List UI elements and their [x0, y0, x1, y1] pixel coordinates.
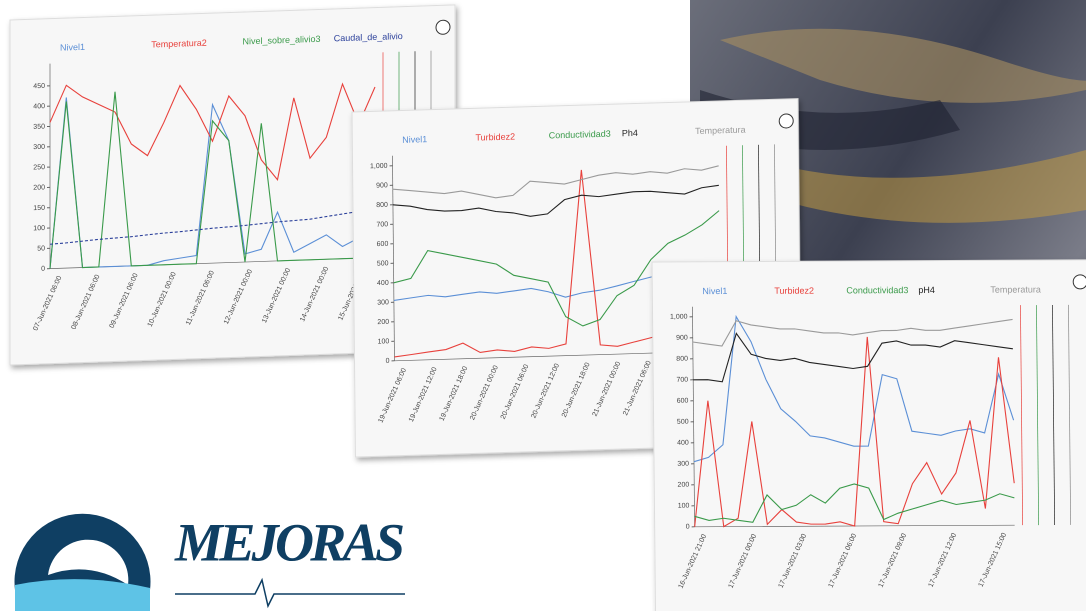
background-shape: [760, 150, 1086, 223]
series-line: [392, 165, 719, 199]
legend-entry: Conductividad3: [846, 285, 908, 295]
panel-background: [651, 259, 1086, 611]
series-line: [49, 91, 375, 269]
y-tick-label: 1,000: [670, 314, 688, 321]
y-tick-label: 0: [386, 358, 390, 365]
y-tick-label: 100: [33, 225, 45, 232]
legend-entry: Nivel1: [60, 42, 85, 53]
logo: MEJORAS: [14, 512, 405, 611]
y-tick-label: 0: [686, 524, 690, 531]
logo-line: [175, 577, 405, 609]
y-tick-label: 150: [33, 205, 45, 212]
y-tick-label: 400: [677, 440, 689, 447]
y-axis: [692, 306, 696, 527]
y-tick-label: 200: [377, 319, 389, 326]
background-shape: [720, 28, 1086, 103]
legend-entry: Ph4: [622, 128, 638, 138]
y-tick-label: 300: [377, 299, 389, 306]
legend-entry: Conductividad3: [549, 129, 611, 141]
legend-entry: Temperatura2: [151, 38, 207, 50]
legend-entry: Nivel1: [402, 134, 427, 145]
y-tick-label: 900: [676, 335, 688, 342]
y-tick-label: 350: [33, 123, 45, 130]
y-tick-label: 50: [37, 245, 45, 252]
legend-entry: pH4: [918, 285, 935, 295]
series-line: [693, 332, 1013, 383]
y-tick-label: 500: [677, 419, 689, 426]
y-tick-label: 700: [376, 221, 388, 228]
series-line: [693, 314, 1015, 463]
aux-axis: [1052, 304, 1056, 526]
series-line: [49, 97, 376, 269]
y-tick-label: 400: [33, 103, 45, 110]
series-line: [694, 336, 1015, 528]
y-tick-label: 300: [33, 144, 45, 151]
aux-axis: [1068, 304, 1072, 525]
y-axis: [392, 155, 395, 361]
panel-button: [778, 113, 794, 129]
panel-button: [1072, 274, 1086, 290]
y-tick-label: 100: [678, 503, 690, 510]
legend-entry: Nivel1: [702, 286, 727, 296]
series-line: [694, 483, 1015, 523]
logo-text: MEJORAS: [174, 512, 405, 572]
chart-panel: 01002003004005006007008009001,00016-Jun-…: [651, 259, 1086, 611]
y-tick-label: 100: [378, 338, 390, 345]
y-tick-label: 500: [377, 260, 389, 267]
series-line: [692, 318, 1013, 347]
y-tick-label: 700: [676, 377, 688, 384]
y-tick-label: 0: [41, 266, 45, 273]
legend-entry: Nivel_sobre_alivio3: [243, 34, 321, 47]
series-line: [393, 210, 720, 327]
y-tick-label: 450: [33, 83, 45, 90]
y-tick-label: 1,000: [370, 163, 388, 171]
y-tick-label: 800: [376, 202, 388, 209]
panel-button: [435, 19, 451, 35]
series-line: [49, 82, 376, 181]
y-tick-label: 250: [33, 164, 45, 171]
legend-entry: Temperatura: [990, 284, 1041, 294]
y-tick-label: 300: [677, 461, 689, 468]
series-line: [392, 184, 719, 217]
legend-entry: Caudal_de_alivio: [334, 31, 403, 43]
y-tick-label: 600: [377, 241, 389, 248]
logo-mark: [48, 539, 129, 585]
legend-entry: Turbidez2: [774, 286, 814, 296]
legend-entry: Turbidez2: [475, 131, 515, 142]
y-tick-label: 400: [377, 280, 389, 287]
y-tick-label: 200: [678, 482, 690, 489]
y-tick-label: 800: [676, 356, 688, 363]
series-line: [49, 208, 376, 245]
aux-axis: [1036, 305, 1040, 526]
y-tick-label: 600: [677, 398, 689, 405]
legend-entry: Temperatura: [695, 125, 746, 137]
y-tick-label: 200: [33, 184, 45, 191]
logo-mark: [15, 579, 150, 611]
y-tick-label: 900: [376, 182, 388, 189]
aux-axis: [1020, 305, 1024, 526]
